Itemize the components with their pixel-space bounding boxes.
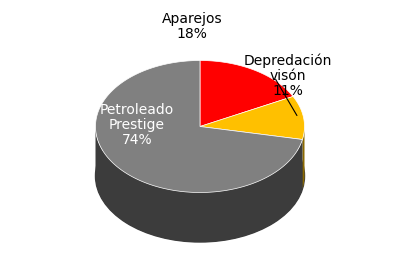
Polygon shape bbox=[302, 126, 304, 189]
Polygon shape bbox=[200, 60, 293, 126]
Polygon shape bbox=[200, 97, 304, 139]
Text: Prestige: Prestige bbox=[109, 118, 165, 132]
Text: 11%: 11% bbox=[272, 84, 304, 98]
Text: visón: visón bbox=[270, 69, 306, 82]
Polygon shape bbox=[96, 60, 302, 192]
Text: 74%: 74% bbox=[122, 133, 152, 147]
Polygon shape bbox=[96, 126, 302, 242]
Ellipse shape bbox=[96, 110, 304, 242]
Text: Depredación: Depredación bbox=[244, 53, 332, 68]
Text: 18%: 18% bbox=[176, 28, 207, 41]
Text: Aparejos: Aparejos bbox=[162, 12, 222, 26]
Text: Petroleado: Petroleado bbox=[100, 103, 174, 117]
